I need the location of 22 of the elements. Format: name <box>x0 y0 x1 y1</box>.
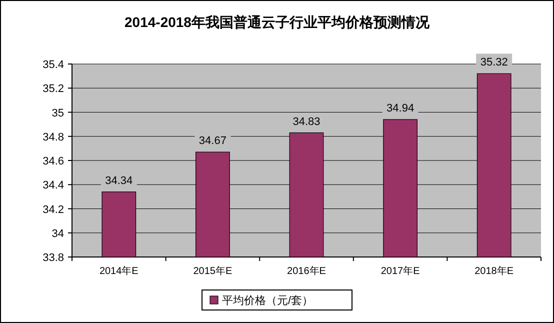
y-tick-label: 35.4 <box>42 59 64 71</box>
title: 2014-2018年我国普通云子行业平均价格预测情况 <box>124 14 430 30</box>
data-label: 34.83 <box>292 116 320 128</box>
y-tick-label: 33.8 <box>42 252 64 264</box>
y-tick-label: 34.6 <box>42 156 64 168</box>
legend-label: 平均价格（元/套） <box>222 295 314 307</box>
y-tick-label: 34.2 <box>42 204 64 216</box>
x-tick-label: 2018年E <box>474 265 514 277</box>
legend: 平均价格（元/套） <box>202 290 352 310</box>
x-tick-label: 2014年E <box>99 265 139 277</box>
data-label: 35.32 <box>480 56 508 69</box>
x-tick-label: 2017年E <box>380 265 420 277</box>
data-label: 34.94 <box>386 102 414 114</box>
data-label: 34.67 <box>198 135 226 148</box>
x-tick-label: 2015年E <box>193 265 232 277</box>
data-label: 34.34 <box>105 174 133 187</box>
x-tick-label: 2016年E <box>287 265 326 277</box>
y-tick-label: 34.8 <box>42 131 64 144</box>
y-tick-label: 35 <box>52 107 64 120</box>
y-tick-label: 35.2 <box>42 83 64 96</box>
y-tick-label: 34.4 <box>42 180 64 192</box>
y-tick-label: 34 <box>52 228 64 240</box>
